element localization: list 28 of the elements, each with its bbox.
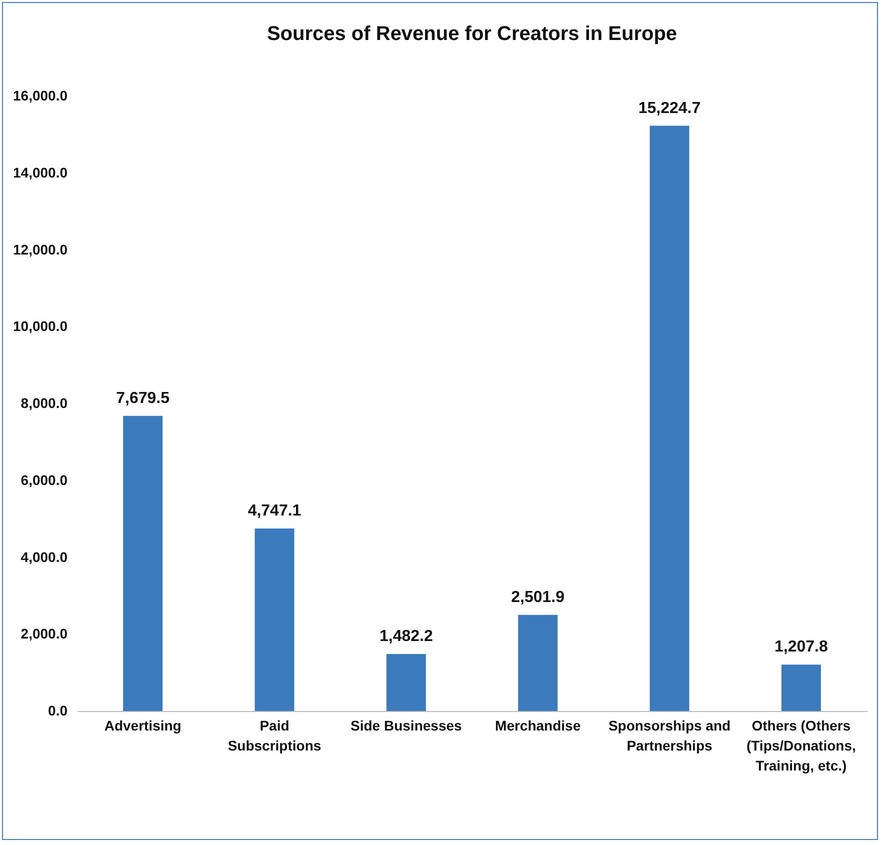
y-tick-label: 14,000.0 xyxy=(13,164,68,180)
y-tick-label: 2,000.0 xyxy=(20,626,68,642)
data-label: 4,747.1 xyxy=(248,502,302,520)
x-tick-label: Side Businesses xyxy=(350,718,462,734)
bar xyxy=(123,416,163,711)
data-label: 1,207.8 xyxy=(774,638,828,656)
y-tick-label: 8,000.0 xyxy=(20,395,68,411)
x-tick-label: Merchandise xyxy=(495,718,581,734)
x-tick-label: Sponsorships and Partnerships xyxy=(608,718,731,754)
data-label: 7,679.5 xyxy=(116,390,170,407)
y-tick-label: 16,000.0 xyxy=(13,88,68,104)
data-label: 15,224.7 xyxy=(638,100,701,117)
y-tick-label: 4,000.0 xyxy=(20,548,68,565)
x-tick-label: Paid Subscriptions xyxy=(228,718,322,754)
bar xyxy=(518,614,558,711)
bar xyxy=(650,126,690,711)
x-tick-label: Advertising xyxy=(104,718,182,734)
data-label: 1,482.2 xyxy=(379,628,433,646)
bar xyxy=(781,664,821,711)
y-tick-label: 10,000.0 xyxy=(13,318,68,334)
data-label: 2,501.9 xyxy=(511,588,565,606)
x-tick-label: Others (Others (Tips/Donations, Training, etc.) xyxy=(746,718,856,774)
y-tick-label: 6,000.0 xyxy=(20,472,68,488)
chart-title: Sources of Revenue for Creators in Europe xyxy=(266,23,678,45)
y-tick-label: 12,000.0 xyxy=(13,241,68,258)
bar xyxy=(386,654,426,711)
bar xyxy=(254,528,294,711)
y-tick-label: 0.0 xyxy=(48,702,68,718)
